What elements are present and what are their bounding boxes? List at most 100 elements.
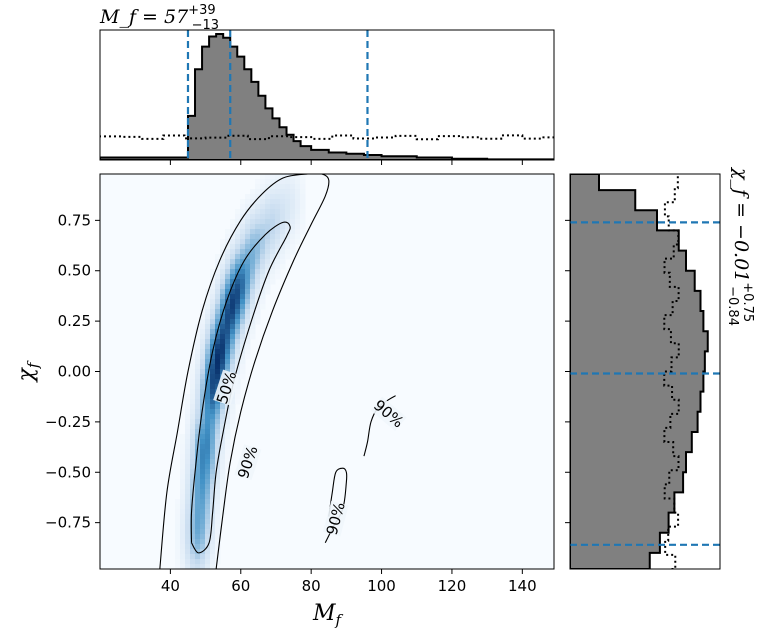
density-cell [230,299,236,305]
density-cell [215,404,221,410]
density-cell [240,309,246,315]
density-cell [240,279,246,285]
density-cell [265,289,271,295]
density-cell [185,534,191,540]
density-cell [190,449,196,455]
density-cell [280,239,286,245]
x-tick-label: 140 [508,577,537,595]
joint-background [100,174,554,569]
density-cell [210,459,216,465]
density-cell [220,244,226,250]
density-cell [225,249,231,255]
density-cell [195,519,201,525]
density-cell [230,269,236,275]
density-cell [215,349,221,355]
density-cell [175,549,181,555]
density-cell [245,239,251,245]
density-cell [195,499,201,505]
density-cell [200,479,206,485]
density-cell [290,204,296,210]
density-cell [240,374,246,380]
density-cell [250,219,256,225]
density-cell [260,194,266,200]
density-cell [235,249,241,255]
density-cell [190,509,196,515]
density-cell [230,284,236,290]
density-cell [215,499,221,505]
density-cell [240,334,246,340]
joint-panel: 50%90%90%90% 40 60 80 100 120 140 0.750.500.2… [14,173,555,629]
density-cell [190,429,196,435]
density-cell [255,204,261,210]
density-cell [225,319,231,325]
density-cell [265,244,271,250]
density-cell [240,284,246,290]
density-cell [185,444,191,450]
density-cell [220,449,226,455]
density-cell [260,244,266,250]
density-cell [180,534,186,540]
density-cell [260,224,266,230]
density-cell [185,504,191,510]
density-cell [270,244,276,250]
density-cell [235,339,241,345]
density-cell [190,459,196,465]
contour-label-bg [322,500,349,537]
density-cell [250,309,256,315]
density-cell [185,519,191,525]
density-cell [215,449,221,455]
density-cell [230,229,236,235]
density-cell [195,539,201,545]
density-cell [215,379,221,385]
density-cell [175,559,181,565]
density-cell [200,424,206,430]
density-cell [225,434,231,440]
density-cell [290,239,296,245]
density-cell [245,269,251,275]
density-cell [265,224,271,230]
density-cell [300,189,306,195]
density-cell [220,339,226,345]
density-cell [225,339,231,345]
density-cell [235,214,241,220]
density-cell [185,564,191,569]
density-cell [210,384,216,390]
density-cell [260,304,266,310]
density-cell [215,359,221,365]
density-cell [225,279,231,285]
density-cell [215,334,221,340]
density-cell [210,354,216,360]
density-cell [220,289,226,295]
density-cell [205,359,211,365]
density-cell [235,244,241,250]
density-cell [220,409,226,415]
density-cell [175,534,181,540]
density-cell [285,204,291,210]
density-cell [185,509,191,515]
right-marginal-panel: χ_f = −0.01+0.75−0.84 [565,166,755,570]
density-cell [245,324,251,330]
density-cell [270,254,276,260]
density-cell [300,219,306,225]
density-cell [205,354,211,360]
density-cell [180,514,186,520]
density-cell [270,264,276,270]
density-cell [200,454,206,460]
density-cell [205,309,211,315]
density-cell [260,264,266,270]
density-cell [180,519,186,525]
density-cell [290,249,296,255]
density-cell [180,464,186,470]
density-cell [220,424,226,430]
density-cell [180,539,186,545]
density-cell [185,409,191,415]
density-cell [300,194,306,200]
density-cell [205,434,211,440]
density-cell [260,239,266,245]
density-cell [295,184,301,190]
density-cell [195,514,201,520]
density-cell [245,319,251,325]
density-cell [290,174,296,180]
density-cell [240,239,246,245]
density-cell [195,509,201,515]
